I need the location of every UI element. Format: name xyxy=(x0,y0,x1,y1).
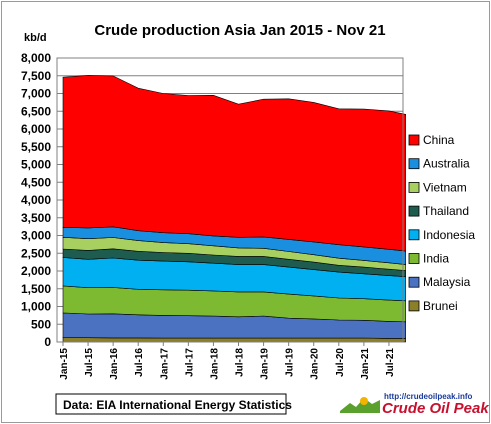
y-tick-label: 7,000 xyxy=(21,87,51,101)
x-tick-label: Jan-21 xyxy=(360,348,371,380)
x-tick-label: Jul-18 xyxy=(235,348,246,377)
y-tick-label: 4,500 xyxy=(21,175,51,189)
x-tick-label: Jul-19 xyxy=(285,348,296,377)
y-tick-label: 2,000 xyxy=(21,264,51,278)
logo-sun-icon xyxy=(360,397,368,405)
x-tick-label: Jan-15 xyxy=(59,348,70,380)
y-tick-label: 4,000 xyxy=(21,193,51,207)
y-tick-label: 3,000 xyxy=(21,229,51,243)
legend-swatch-indonesia xyxy=(408,229,420,241)
logo: http://crudeoilpeak.info Crude Oil Peak xyxy=(340,392,489,417)
area-series xyxy=(62,75,406,343)
x-tick-label: Jul-20 xyxy=(335,348,346,377)
x-axis: Jan-15 Jul-15 Jan-16 Jul-16 Jan-17 Jul-17 Jan-… xyxy=(59,342,396,380)
y-tick-label: 5,000 xyxy=(21,158,51,172)
y-tick-label: 0 xyxy=(44,335,51,349)
logo-url: http://crudeoilpeak.info xyxy=(384,392,473,401)
legend-label-brunei: Brunei xyxy=(423,299,458,313)
y-tick-label: 2,500 xyxy=(21,246,51,260)
legend-swatch-china xyxy=(408,134,420,146)
y-tick-label: 1,500 xyxy=(21,282,51,296)
x-tick-label: Jul-21 xyxy=(385,348,396,377)
y-tick-label: 8,000 xyxy=(21,51,51,65)
legend-swatch-malaysia xyxy=(408,276,420,288)
legend-swatch-india xyxy=(408,253,420,264)
x-tick-label: Jan-16 xyxy=(109,348,120,380)
legend-swatch-vietnam xyxy=(408,181,420,193)
legend-label-malaysia: Malaysia xyxy=(423,275,471,289)
y-tick-label: 500 xyxy=(31,317,51,331)
y-tick-label: 3,500 xyxy=(21,211,51,225)
legend-label-india: India xyxy=(423,252,449,266)
x-tick-label: Jul-17 xyxy=(184,348,195,377)
chart-title: Crude production Asia Jan 2015 - Nov 21 xyxy=(94,22,385,39)
legend: China Australia Vietnam Thailand Indonesia In… xyxy=(408,133,475,313)
y-tick-label: 7,500 xyxy=(21,69,51,83)
area-china xyxy=(62,75,406,252)
y-tick-label: 6,500 xyxy=(21,104,51,118)
legend-label-china: China xyxy=(423,133,455,147)
legend-swatch-australia xyxy=(408,158,420,170)
x-tick-label: Jan-20 xyxy=(310,348,321,380)
y-axis: 0 500 1,000 1,500 2,000 2,500 3,000 3,500 4,000 4… xyxy=(21,51,51,349)
x-tick-label: Jan-19 xyxy=(260,348,271,380)
y-axis-unit: kb/d xyxy=(24,32,47,44)
logo-hills-icon xyxy=(340,398,380,413)
legend-label-vietnam: Vietnam xyxy=(423,180,467,194)
legend-swatch-brunei xyxy=(408,300,420,312)
legend-label-australia: Australia xyxy=(423,157,470,171)
source-box-border xyxy=(55,393,287,415)
x-tick-label: Jul-15 xyxy=(84,348,95,377)
x-tick-label: Jul-16 xyxy=(134,348,145,377)
legend-label-indonesia: Indonesia xyxy=(423,228,475,242)
source-text: Data: EIA International Energy Statistic… xyxy=(63,398,292,412)
y-tick-label: 6,000 xyxy=(21,122,51,136)
legend-label-thailand: Thailand xyxy=(423,204,469,218)
source-box: Data: EIA International Energy Statistic… xyxy=(55,393,292,415)
x-tick-label: Jan-18 xyxy=(209,348,220,380)
legend-swatch-thailand xyxy=(408,205,420,217)
y-tick-label: 1,000 xyxy=(21,300,51,314)
y-tick-label: 5,500 xyxy=(21,140,51,154)
x-tick-label: Jan-17 xyxy=(159,348,170,380)
logo-text: Crude Oil Peak xyxy=(382,400,489,417)
plot-border xyxy=(56,57,404,343)
